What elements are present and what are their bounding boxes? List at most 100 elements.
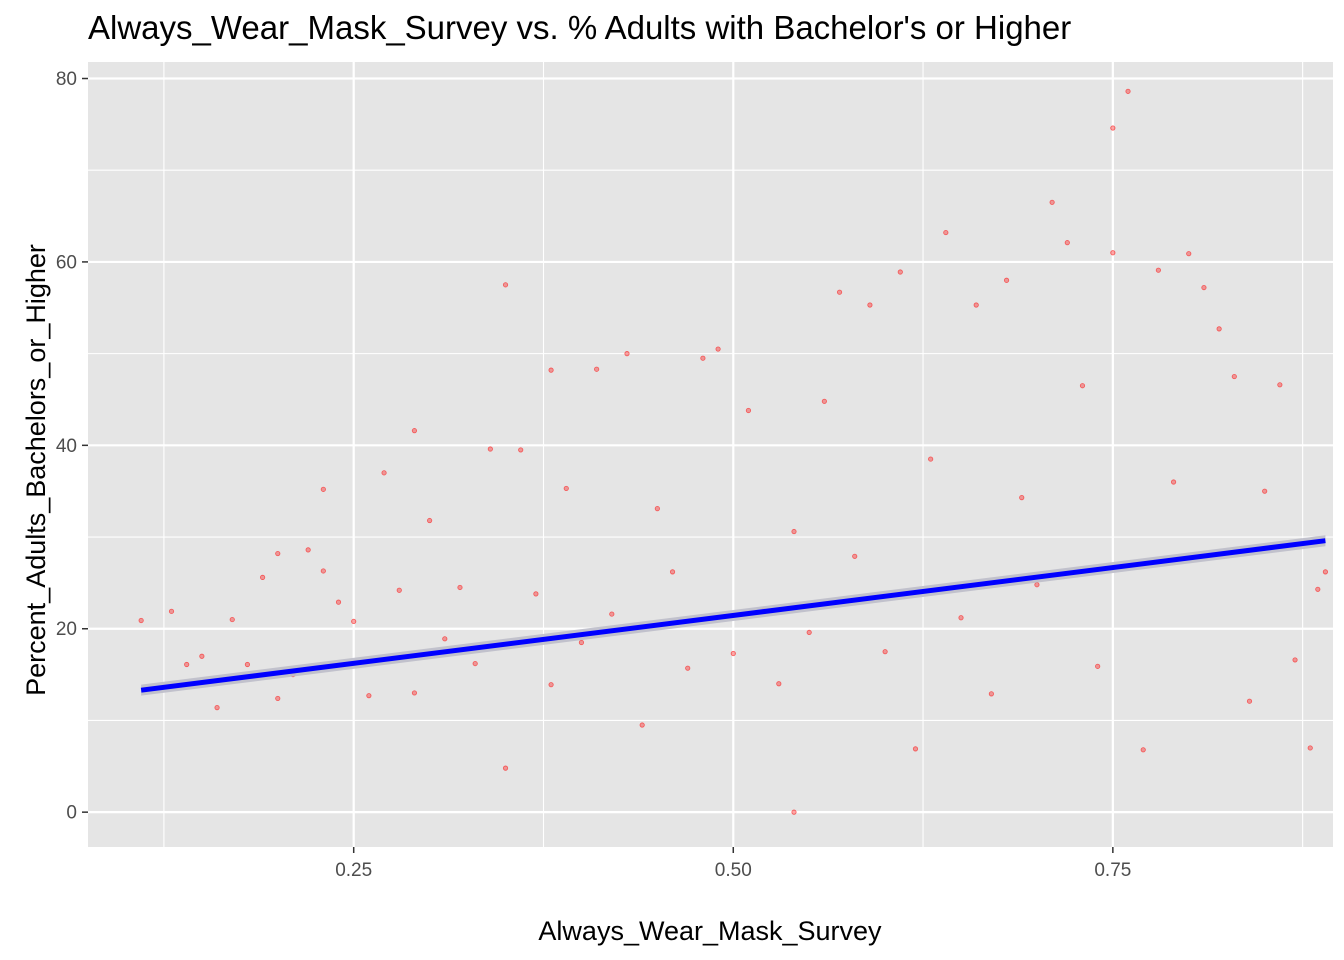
- chart-title: Always_Wear_Mask_Survey vs. % Adults wit…: [88, 9, 1071, 46]
- data-point: [411, 690, 418, 696]
- data-point: [229, 616, 235, 623]
- y-tick-label: 80: [56, 69, 77, 90]
- data-point: [548, 367, 554, 373]
- data-point: [487, 446, 493, 452]
- data-point: [928, 456, 934, 462]
- data-point: [442, 636, 448, 642]
- data-point: [396, 587, 402, 593]
- data-point: [1064, 240, 1070, 246]
- points: [138, 88, 1329, 815]
- data-point: [669, 569, 676, 575]
- data-point: [518, 447, 524, 453]
- data-point: [1201, 284, 1207, 291]
- data-point: [533, 591, 539, 597]
- y-tick-label: 60: [56, 252, 77, 273]
- data-point: [1246, 698, 1253, 704]
- data-point: [867, 302, 873, 308]
- data-point: [502, 765, 509, 771]
- x-tick-label: 0.50: [715, 860, 752, 881]
- data-point: [912, 746, 919, 752]
- data-point: [1186, 251, 1192, 257]
- data-point: [1307, 745, 1313, 751]
- data-point: [791, 809, 797, 815]
- y-axis-title: Percent_Adults_Bachelors_or_Higher: [21, 244, 51, 696]
- data-point: [1170, 479, 1177, 485]
- data-point: [700, 355, 706, 361]
- y-tick-label: 0: [66, 803, 77, 824]
- data-point: [609, 611, 615, 617]
- data-point: [730, 650, 736, 657]
- data-point: [1110, 125, 1116, 131]
- data-point: [184, 661, 190, 668]
- data-point: [852, 553, 858, 559]
- data-point: [168, 608, 175, 614]
- data-point: [563, 485, 569, 492]
- data-point: [1034, 582, 1040, 588]
- data-point: [654, 506, 660, 512]
- data-point: [806, 629, 812, 636]
- data-point: [1322, 569, 1329, 575]
- data-point: [1095, 663, 1101, 669]
- data-point: [260, 574, 266, 580]
- data-point: [1019, 495, 1025, 501]
- data-point: [320, 486, 326, 492]
- data-point: [1315, 586, 1321, 592]
- y-tick-label: 40: [56, 436, 77, 457]
- data-point: [275, 550, 281, 557]
- data-point: [1292, 657, 1298, 663]
- data-point: [578, 639, 585, 646]
- data-point: [244, 661, 251, 668]
- data-point: [897, 269, 903, 275]
- data-point: [958, 615, 964, 621]
- data-point: [776, 681, 782, 687]
- data-point: [943, 229, 949, 236]
- data-point: [1079, 383, 1086, 389]
- data-point: [351, 618, 357, 625]
- data-point: [1262, 488, 1268, 494]
- data-point: [320, 568, 326, 574]
- data-point: [366, 693, 372, 699]
- data-point: [214, 705, 220, 711]
- x-tick-label: 0.75: [1094, 860, 1131, 881]
- data-point: [973, 302, 979, 308]
- data-point: [1125, 88, 1131, 94]
- data-point: [745, 407, 752, 414]
- data-point: [199, 653, 205, 659]
- data-point: [427, 517, 433, 524]
- data-point: [472, 660, 478, 667]
- data-point: [791, 528, 797, 535]
- data-point: [1003, 277, 1010, 283]
- data-point: [715, 346, 721, 352]
- data-point: [1216, 326, 1222, 332]
- data-point: [821, 398, 827, 404]
- x-axis-title: Always_Wear_Mask_Survey: [538, 916, 882, 946]
- data-point: [594, 366, 600, 372]
- data-point: [275, 695, 281, 702]
- data-point: [305, 547, 311, 553]
- data-point: [988, 691, 994, 697]
- trend: [140, 535, 1326, 696]
- data-point: [1231, 373, 1237, 380]
- data-point: [836, 289, 843, 295]
- data-point: [1049, 199, 1055, 205]
- data-point: [457, 584, 463, 591]
- data-point: [1140, 747, 1146, 753]
- data-point: [411, 428, 418, 434]
- axes: 0.25 0.50 0.75 0 20 40 60 80: [56, 69, 1131, 881]
- data-point: [335, 599, 342, 605]
- data-point: [1277, 382, 1283, 388]
- trend-line: [140, 538, 1326, 693]
- y-tick-label: 20: [56, 619, 77, 640]
- data-point: [624, 351, 630, 357]
- data-point: [1110, 250, 1116, 256]
- data-point: [685, 665, 691, 671]
- data-point: [502, 282, 509, 288]
- data-point: [882, 649, 888, 655]
- plot-panel: [88, 62, 1333, 847]
- data-point: [639, 722, 645, 728]
- x-tick-label: 0.25: [335, 860, 372, 881]
- grid: [88, 62, 1333, 847]
- data-point: [381, 470, 387, 476]
- data-point: [548, 682, 554, 688]
